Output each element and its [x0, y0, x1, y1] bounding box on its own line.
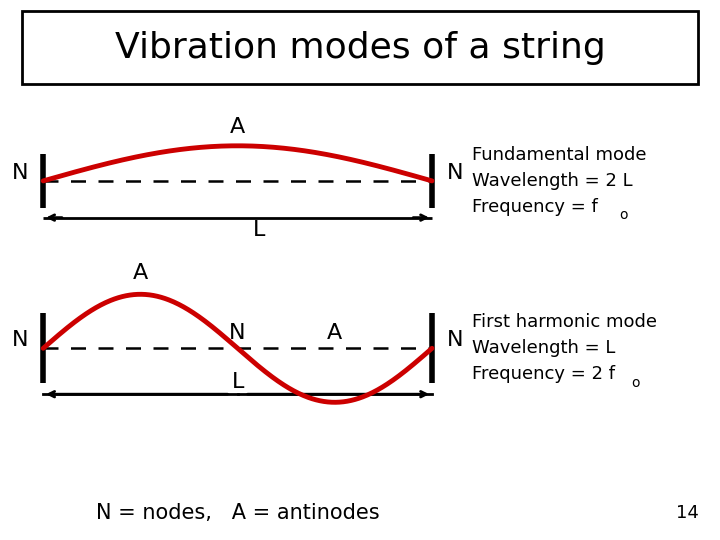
Text: Wavelength = L: Wavelength = L: [472, 339, 615, 357]
Text: A: A: [132, 262, 148, 283]
Text: o: o: [619, 208, 628, 222]
Text: o: o: [631, 376, 640, 390]
Text: Wavelength = 2 L: Wavelength = 2 L: [472, 172, 632, 190]
Text: N: N: [447, 330, 463, 350]
Text: N: N: [447, 163, 463, 183]
Text: Fundamental mode: Fundamental mode: [472, 146, 646, 164]
Text: N: N: [12, 163, 28, 183]
FancyBboxPatch shape: [22, 11, 698, 84]
Text: Frequency = 2 f: Frequency = 2 f: [472, 365, 615, 383]
Text: N = nodes,   A = antinodes: N = nodes, A = antinodes: [96, 503, 379, 523]
Text: L: L: [253, 220, 266, 240]
Text: First harmonic mode: First harmonic mode: [472, 313, 657, 332]
Text: Vibration modes of a string: Vibration modes of a string: [114, 31, 606, 64]
Text: A: A: [327, 323, 343, 343]
Text: N: N: [12, 330, 28, 350]
Text: N: N: [230, 323, 246, 343]
Text: L: L: [231, 372, 244, 392]
Text: Frequency = f: Frequency = f: [472, 198, 598, 216]
Text: 14: 14: [675, 504, 698, 522]
Text: A: A: [230, 117, 246, 137]
